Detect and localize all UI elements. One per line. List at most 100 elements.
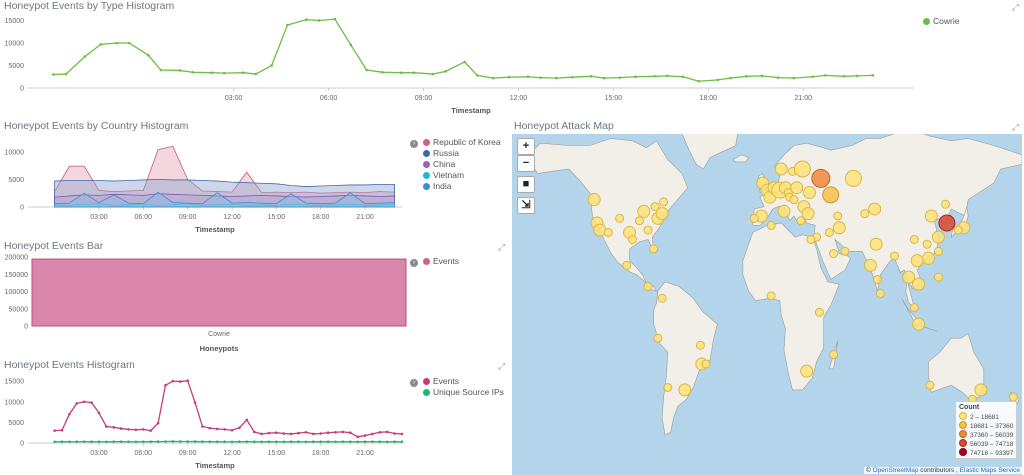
map-marker — [902, 270, 916, 284]
y-tick-label: 10000 — [5, 149, 25, 156]
legend-toggle-icon[interactable]: › — [410, 140, 418, 148]
y-tick-label: 5000 — [8, 420, 24, 427]
data-point — [507, 75, 511, 79]
map-marker — [941, 199, 950, 209]
data-point — [349, 43, 353, 47]
data-point — [334, 440, 337, 444]
legend-dot — [423, 161, 430, 168]
data-point — [97, 411, 101, 415]
map-marker — [806, 235, 816, 244]
legend-item-events[interactable]: Events — [423, 376, 504, 387]
map-marker — [922, 251, 935, 265]
zoom-in-button[interactable]: + — [517, 138, 535, 155]
legend-label: Vietnam — [433, 170, 465, 180]
legend-item-cowrie[interactable]: Cowrie — [923, 16, 959, 27]
data-point — [119, 427, 123, 430]
legend-dot — [423, 139, 430, 146]
map-marker — [777, 204, 791, 218]
data-point — [811, 75, 815, 79]
map-marker — [875, 289, 885, 299]
draw-rectangle-button[interactable]: ■ — [517, 176, 535, 193]
data-point — [270, 64, 273, 67]
ems-link[interactable]: Elastic Maps Service — [959, 467, 1020, 474]
x-tick-label: Cowrie — [208, 331, 230, 338]
data-point — [178, 380, 182, 383]
expand-icon[interactable]: ⤢ — [1012, 2, 1020, 12]
map-marker — [953, 225, 963, 235]
data-point — [341, 430, 345, 434]
data-point — [356, 440, 359, 444]
data-point — [186, 440, 189, 443]
map-marker — [829, 249, 839, 259]
attack-map[interactable] — [512, 134, 1022, 475]
data-point — [618, 76, 622, 79]
legend-item-korea[interactable]: Republic of Korea — [423, 137, 501, 148]
fit-bounds-button[interactable]: ⇲ — [517, 197, 535, 214]
data-point — [444, 70, 447, 73]
map-marker — [974, 383, 988, 397]
data-point — [363, 434, 367, 437]
data-point — [334, 430, 337, 434]
map-marker — [774, 162, 788, 176]
data-point — [312, 440, 315, 443]
x-tick-label: 21:00 — [356, 450, 374, 457]
data-point — [201, 440, 204, 443]
data-point — [142, 440, 145, 443]
expand-icon[interactable]: ⤢ — [498, 242, 506, 252]
map-marker — [938, 214, 956, 232]
data-point — [760, 74, 764, 78]
expand-icon[interactable]: ⤢ — [1012, 122, 1020, 132]
map-marker — [844, 169, 862, 187]
data-point — [134, 440, 138, 444]
osm-link[interactable]: OpenStreetMap — [872, 467, 919, 474]
data-point — [385, 430, 389, 434]
map-marker — [933, 246, 943, 256]
x-tick-label: 03:00 — [90, 450, 108, 457]
data-point — [363, 440, 367, 443]
data-point — [326, 431, 330, 434]
attack-map-panel: Honeypot Attack Map ⤢ — [510, 120, 1024, 475]
land-mass — [742, 222, 840, 391]
data-point — [304, 440, 308, 444]
map-marker — [909, 235, 919, 244]
legend-item-china[interactable]: China — [423, 159, 501, 170]
map-marker — [832, 221, 846, 235]
data-point — [75, 402, 79, 405]
data-point — [555, 76, 558, 80]
data-point — [208, 426, 212, 430]
legend-item-russia[interactable]: Russia — [423, 148, 501, 159]
legend-toggle-icon[interactable]: › — [410, 259, 418, 267]
data-point — [681, 75, 685, 79]
data-point — [90, 440, 93, 443]
data-point — [729, 76, 732, 80]
legend-label: China — [433, 159, 456, 169]
legend-toggle-icon[interactable]: › — [410, 379, 418, 387]
country-histogram-legend: Republic of Korea Russia China Vietnam I… — [423, 137, 501, 192]
data-point — [171, 379, 175, 383]
legend-item-unique-ips[interactable]: Unique Source IPs — [423, 387, 504, 398]
legend-item-events[interactable]: Events — [423, 256, 459, 267]
events-histogram-chart: 0 5000 10000 15000 03:00 06:00 09:00 12:00 15:00… — [5, 379, 404, 470]
map-marker — [800, 364, 814, 378]
data-point — [156, 440, 160, 443]
data-point — [371, 440, 374, 443]
legend-item-vietnam[interactable]: Vietnam — [423, 170, 501, 181]
x-tick-label: 18:00 — [700, 95, 718, 102]
data-point — [843, 75, 846, 78]
map-marker — [793, 160, 811, 178]
expand-icon[interactable]: ⤢ — [498, 361, 506, 371]
legend-label: India — [433, 181, 452, 191]
area-series-republic-of-korea — [54, 145, 396, 208]
count-range-1: 2 – 18681 — [959, 412, 1013, 421]
count-range-5: 74718 – 93397 — [959, 448, 1013, 457]
data-point — [381, 70, 384, 74]
data-point — [602, 76, 606, 80]
zoom-out-button[interactable]: − — [517, 155, 535, 172]
y-tick-label: 5000 — [8, 63, 24, 70]
map-marker — [593, 223, 607, 237]
data-point — [105, 440, 108, 444]
legend-item-india[interactable]: India — [423, 181, 501, 192]
data-point — [68, 412, 71, 416]
x-axis-label: Honeypots — [200, 344, 239, 353]
country-histogram-title: Honeypot Events by Country Histogram — [4, 120, 189, 132]
